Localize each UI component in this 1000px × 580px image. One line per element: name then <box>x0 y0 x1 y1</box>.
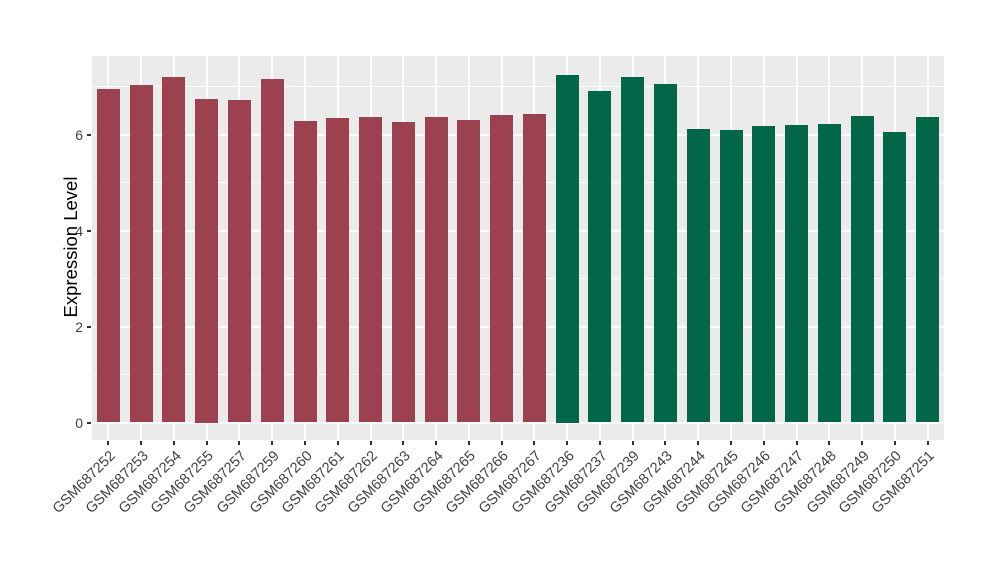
x-tick-mark <box>500 441 503 445</box>
y-minor-gridline <box>92 182 944 183</box>
x-tick-mark <box>631 441 634 445</box>
bar-GSM687251 <box>916 116 940 423</box>
y-minor-gridline <box>92 278 944 279</box>
bar-GSM687236 <box>555 74 579 423</box>
x-tick-mark <box>697 441 700 445</box>
x-tick-mark <box>172 441 175 445</box>
bar-GSM687239 <box>621 77 645 423</box>
x-tick-mark <box>861 441 864 445</box>
plot-panel <box>92 56 944 440</box>
bar-GSM687245 <box>719 130 743 423</box>
y-major-gridline <box>92 421 944 424</box>
y-major-gridline <box>92 229 944 232</box>
y-tick-label: 4 <box>75 222 83 239</box>
bar-GSM687253 <box>129 85 153 423</box>
y-tick-label: 6 <box>75 126 83 143</box>
y-tick-mark <box>87 421 91 424</box>
x-tick-mark <box>533 441 536 445</box>
bar-GSM687261 <box>326 117 350 423</box>
y-axis-title: Expression Level <box>60 176 81 318</box>
x-tick-mark <box>926 441 929 445</box>
y-major-gridline <box>92 325 944 328</box>
x-tick-mark <box>140 441 143 445</box>
y-tick-label: 0 <box>75 414 83 431</box>
x-tick-mark <box>402 441 405 445</box>
x-tick-mark <box>762 441 765 445</box>
y-tick-mark <box>87 229 91 232</box>
x-tick-mark <box>107 441 110 445</box>
x-tick-mark <box>205 441 208 445</box>
bar-GSM687255 <box>195 98 219 423</box>
bar-GSM687243 <box>653 83 677 423</box>
x-tick-mark <box>304 441 306 445</box>
x-tick-mark <box>598 441 601 445</box>
x-tick-mark <box>664 441 667 445</box>
bar-GSM687249 <box>850 115 874 423</box>
bar-GSM687265 <box>457 120 481 423</box>
x-tick-mark <box>238 441 241 445</box>
bar-GSM687262 <box>359 116 383 423</box>
x-tick-mark <box>435 441 438 445</box>
bar-GSM687247 <box>785 125 809 423</box>
bar-GSM687252 <box>96 88 120 423</box>
x-tick-mark <box>828 441 831 445</box>
bar-GSM687263 <box>391 122 415 423</box>
y-tick-label: 2 <box>75 318 83 335</box>
x-tick-mark <box>336 441 339 445</box>
bar-GSM687260 <box>293 120 317 423</box>
x-tick-mark <box>271 441 274 445</box>
x-tick-mark <box>467 441 470 445</box>
x-tick-mark <box>369 441 372 445</box>
x-tick-mark <box>730 441 732 445</box>
y-minor-gridline <box>92 374 944 375</box>
bar-GSM687264 <box>424 117 448 423</box>
x-tick-mark <box>566 441 569 445</box>
bar-GSM687244 <box>686 128 710 423</box>
bar-GSM687246 <box>752 126 776 423</box>
y-tick-mark <box>87 325 91 328</box>
x-tick-mark <box>893 441 896 445</box>
bar-GSM687248 <box>817 123 841 423</box>
y-major-gridline <box>92 133 944 136</box>
bar-GSM687250 <box>883 131 907 423</box>
bar-GSM687267 <box>522 113 546 423</box>
bar-GSM687237 <box>588 91 612 423</box>
x-tick-mark <box>795 441 798 445</box>
bar-GSM687266 <box>490 115 514 423</box>
bar-GSM687259 <box>260 78 284 423</box>
y-minor-gridline <box>92 86 944 87</box>
y-tick-mark <box>87 133 91 136</box>
bar-GSM687257 <box>227 99 251 423</box>
bar-GSM687254 <box>162 77 186 423</box>
